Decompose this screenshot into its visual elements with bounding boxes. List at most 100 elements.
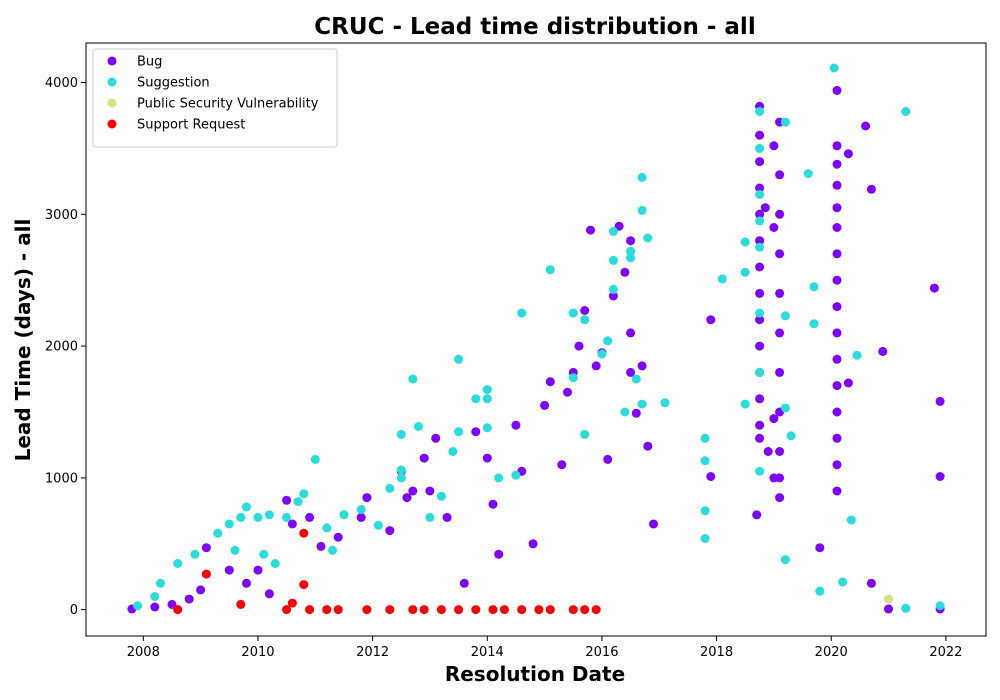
point-suggestion-30 xyxy=(425,512,435,522)
x-tick-label: 2010 xyxy=(241,645,274,660)
point-support-request-17 xyxy=(488,605,498,615)
point-suggestion-79 xyxy=(780,403,790,413)
point-bug-104 xyxy=(832,486,842,496)
point-suggestion-86 xyxy=(829,63,839,73)
point-suggestion-71 xyxy=(755,190,765,199)
point-bug-63 xyxy=(755,262,765,272)
point-suggestion-4 xyxy=(190,549,200,559)
point-bug-4 xyxy=(196,585,206,595)
point-suggestion-29 xyxy=(414,422,423,431)
point-bug-43 xyxy=(603,454,613,464)
point-bug-3 xyxy=(184,594,194,604)
point-suggestion-10 xyxy=(242,502,251,512)
point-bug-108 xyxy=(866,184,876,194)
point-bug-86 xyxy=(775,473,785,483)
point-bug-1 xyxy=(150,602,160,612)
point-bug-88 xyxy=(815,543,825,553)
point-suggestion-52 xyxy=(626,246,636,256)
point-suggestion-31 xyxy=(436,491,446,501)
point-suggestion-67 xyxy=(740,267,750,277)
point-bug-66 xyxy=(755,341,765,351)
y-axis-label: Lead Time (days) - all xyxy=(11,219,35,462)
point-bug-107 xyxy=(861,121,871,131)
point-suggestion-12 xyxy=(259,549,269,559)
point-public-security-vulnerability-0 xyxy=(884,594,893,604)
point-suggestion-11 xyxy=(253,512,263,522)
point-suggestion-44 xyxy=(580,315,590,325)
point-support-request-15 xyxy=(454,605,464,615)
point-support-request-13 xyxy=(419,605,429,615)
point-bug-100 xyxy=(832,381,842,391)
point-bug-56 xyxy=(752,510,762,520)
point-suggestion-76 xyxy=(755,466,765,476)
chart-title: CRUC - Lead time distribution - all xyxy=(314,14,755,40)
point-support-request-22 xyxy=(568,605,578,615)
point-suggestion-36 xyxy=(482,385,492,395)
x-tick-label: 2012 xyxy=(356,645,389,660)
point-support-request-5 xyxy=(299,528,309,538)
point-bug-26 xyxy=(471,427,481,437)
point-suggestion-19 xyxy=(322,523,332,533)
point-bug-61 xyxy=(755,209,765,219)
point-suggestion-49 xyxy=(608,284,618,294)
point-bug-85 xyxy=(775,447,785,456)
point-suggestion-27 xyxy=(396,429,406,439)
point-suggestion-74 xyxy=(755,308,765,318)
point-bug-90 xyxy=(832,141,842,151)
point-bug-103 xyxy=(832,460,842,470)
point-suggestion-57 xyxy=(631,374,641,384)
point-bug-65 xyxy=(755,315,765,325)
point-bug-87 xyxy=(775,493,785,503)
point-suggestion-61 xyxy=(700,433,710,443)
point-bug-11 xyxy=(287,519,297,529)
point-bug-68 xyxy=(755,394,765,404)
point-suggestion-82 xyxy=(803,169,813,178)
point-bug-102 xyxy=(832,433,842,443)
point-bug-14 xyxy=(333,532,343,542)
point-support-request-10 xyxy=(362,605,372,615)
point-bug-89 xyxy=(832,85,842,95)
point-bug-28 xyxy=(488,499,498,509)
point-support-request-2 xyxy=(236,599,246,609)
point-suggestion-47 xyxy=(597,349,607,359)
point-support-request-16 xyxy=(471,605,481,615)
point-suggestion-22 xyxy=(356,505,366,514)
points-layer xyxy=(127,63,945,615)
point-suggestion-88 xyxy=(846,515,856,525)
point-suggestion-63 xyxy=(700,506,710,516)
point-bug-114 xyxy=(935,472,945,481)
point-suggestion-37 xyxy=(482,394,492,404)
point-bug-73 xyxy=(769,141,779,151)
point-bug-32 xyxy=(528,539,538,549)
point-suggestion-59 xyxy=(637,399,647,409)
point-suggestion-33 xyxy=(454,427,464,437)
point-suggestion-18 xyxy=(310,454,320,464)
point-bug-80 xyxy=(775,249,785,259)
x-tick-label: 2020 xyxy=(815,645,848,660)
point-bug-64 xyxy=(755,288,765,298)
point-suggestion-66 xyxy=(740,237,750,247)
point-suggestion-73 xyxy=(755,242,765,252)
point-bug-24 xyxy=(442,512,452,522)
point-support-request-4 xyxy=(287,598,297,608)
point-bug-112 xyxy=(929,283,939,293)
point-bug-58 xyxy=(755,130,765,140)
point-bug-29 xyxy=(494,549,504,559)
plot-frame xyxy=(85,42,987,637)
point-suggestion-80 xyxy=(786,431,796,441)
point-suggestion-70 xyxy=(755,143,765,153)
point-suggestion-16 xyxy=(293,497,303,507)
point-suggestion-1 xyxy=(150,592,160,601)
point-suggestion-54 xyxy=(637,172,647,182)
legend-box xyxy=(92,48,338,148)
legend-marker xyxy=(107,98,117,108)
point-bug-30 xyxy=(511,420,521,430)
point-bug-97 xyxy=(832,302,842,312)
x-axis: 2008 2010 2012 2014 2016 2018 2020 2022 xyxy=(127,636,962,660)
y-tick-label: 2000 xyxy=(45,340,78,355)
point-suggestion-53 xyxy=(626,253,636,263)
point-suggestion-56 xyxy=(643,233,653,243)
point-bug-53 xyxy=(649,519,658,529)
point-bug-5 xyxy=(201,543,211,553)
point-bug-62 xyxy=(755,236,765,246)
